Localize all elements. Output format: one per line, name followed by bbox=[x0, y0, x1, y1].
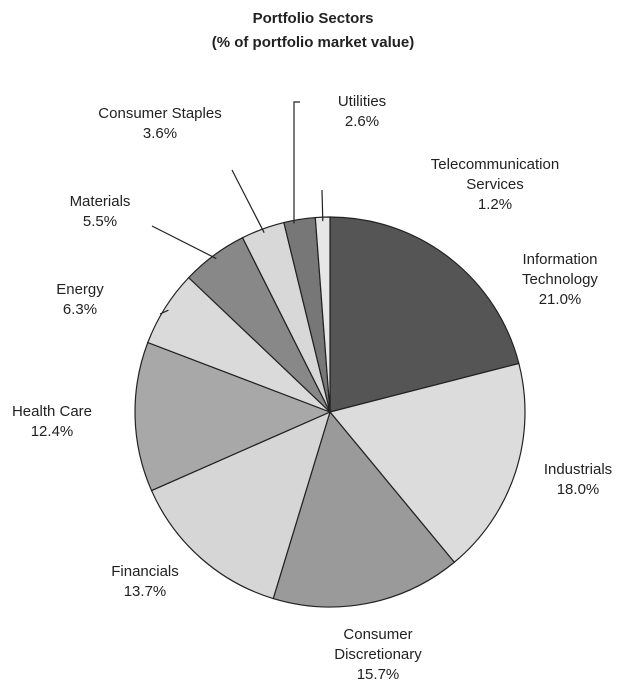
slice-label: Energy 6.3% bbox=[35, 280, 125, 320]
slice-value: 13.7% bbox=[123, 583, 167, 600]
slice-name: Health Care bbox=[11, 403, 93, 420]
leader-line bbox=[231, 169, 265, 233]
leader-line bbox=[321, 189, 324, 222]
slice-value: 3.6% bbox=[142, 125, 178, 142]
slice-value: 18.0% bbox=[556, 481, 600, 498]
slice-name: Consumer Staples bbox=[98, 105, 222, 122]
leader-line bbox=[159, 309, 169, 315]
slice-name: Telecommunication Services bbox=[430, 156, 560, 193]
slice-label: Consumer Staples 3.6% bbox=[75, 104, 245, 144]
slice-name: Consumer Discretionary bbox=[334, 626, 422, 663]
slice-name: Utilities bbox=[337, 93, 387, 110]
slice-name: Information Technology bbox=[522, 251, 598, 288]
pie-slice bbox=[134, 341, 332, 492]
slice-name: Materials bbox=[69, 193, 131, 210]
slice-label: Health Care 12.4% bbox=[0, 402, 107, 442]
pie-slice bbox=[150, 410, 331, 600]
chart-subtitle: (% of portfolio market value) bbox=[211, 34, 415, 51]
slice-name: Industrials bbox=[543, 461, 613, 478]
slice-label: Industrials 18.0% bbox=[523, 460, 626, 500]
slice-value: 15.7% bbox=[356, 666, 400, 683]
slice-value: 1.2% bbox=[477, 196, 513, 213]
slice-label: Materials 5.5% bbox=[45, 192, 155, 232]
slice-value: 5.5% bbox=[82, 213, 118, 230]
slice-value: 21.0% bbox=[538, 291, 582, 308]
pie-slice bbox=[272, 410, 456, 608]
slice-value: 12.4% bbox=[30, 423, 74, 440]
slice-label: Utilities 2.6% bbox=[317, 92, 407, 132]
chart-title: Portfolio Sectors bbox=[252, 10, 374, 27]
slice-value: 6.3% bbox=[62, 301, 98, 318]
slice-label: Financials 13.7% bbox=[85, 562, 205, 602]
slice-label: Telecommunication Services 1.2% bbox=[400, 155, 590, 215]
slice-label: Consumer Discretionary 15.7% bbox=[303, 625, 453, 685]
leader-line bbox=[151, 225, 217, 260]
slice-label: Information Technology 21.0% bbox=[495, 250, 625, 310]
slice-name: Energy bbox=[56, 281, 104, 298]
pie-slice bbox=[329, 216, 520, 413]
slice-name: Financials bbox=[111, 563, 179, 580]
leader-line bbox=[293, 101, 300, 224]
slice-value: 2.6% bbox=[344, 113, 380, 130]
pie-slice bbox=[328, 362, 526, 564]
